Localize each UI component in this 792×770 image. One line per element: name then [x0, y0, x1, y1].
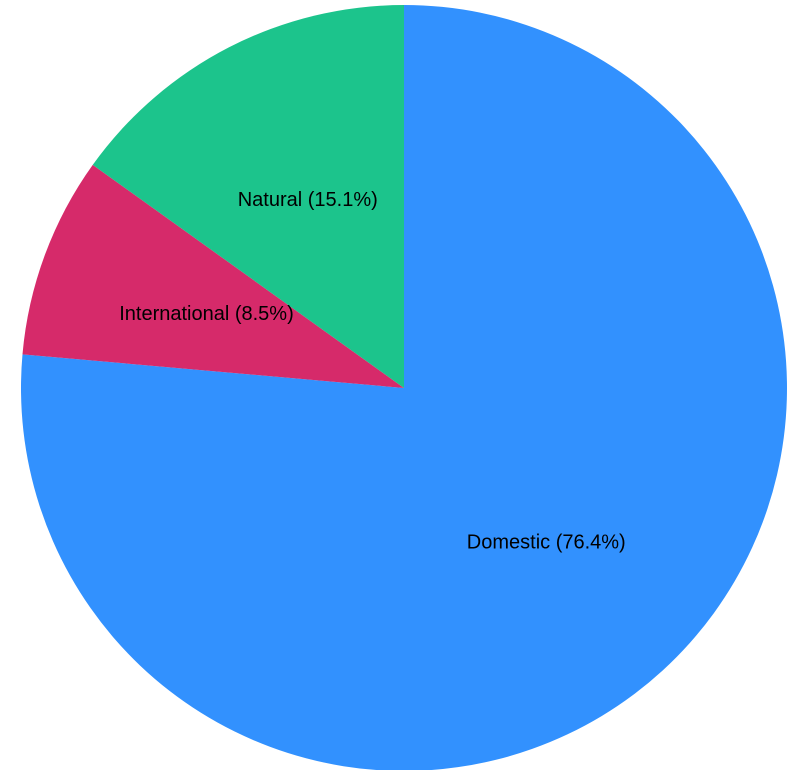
pie-slice-1 — [22, 164, 404, 388]
pie-slices — [21, 5, 787, 770]
pie-slice-0 — [21, 5, 787, 770]
pie-slice-2 — [92, 5, 405, 388]
pie-slice-label-0: Domestic (76.4%) — [467, 532, 626, 554]
pie-labels: Domestic (76.4%) International (8.5%) Natu… — [119, 189, 626, 554]
pie-slice-label-1: International (8.5%) — [119, 303, 294, 325]
pie-slice-label-2: Natural (15.1%) — [238, 189, 378, 211]
